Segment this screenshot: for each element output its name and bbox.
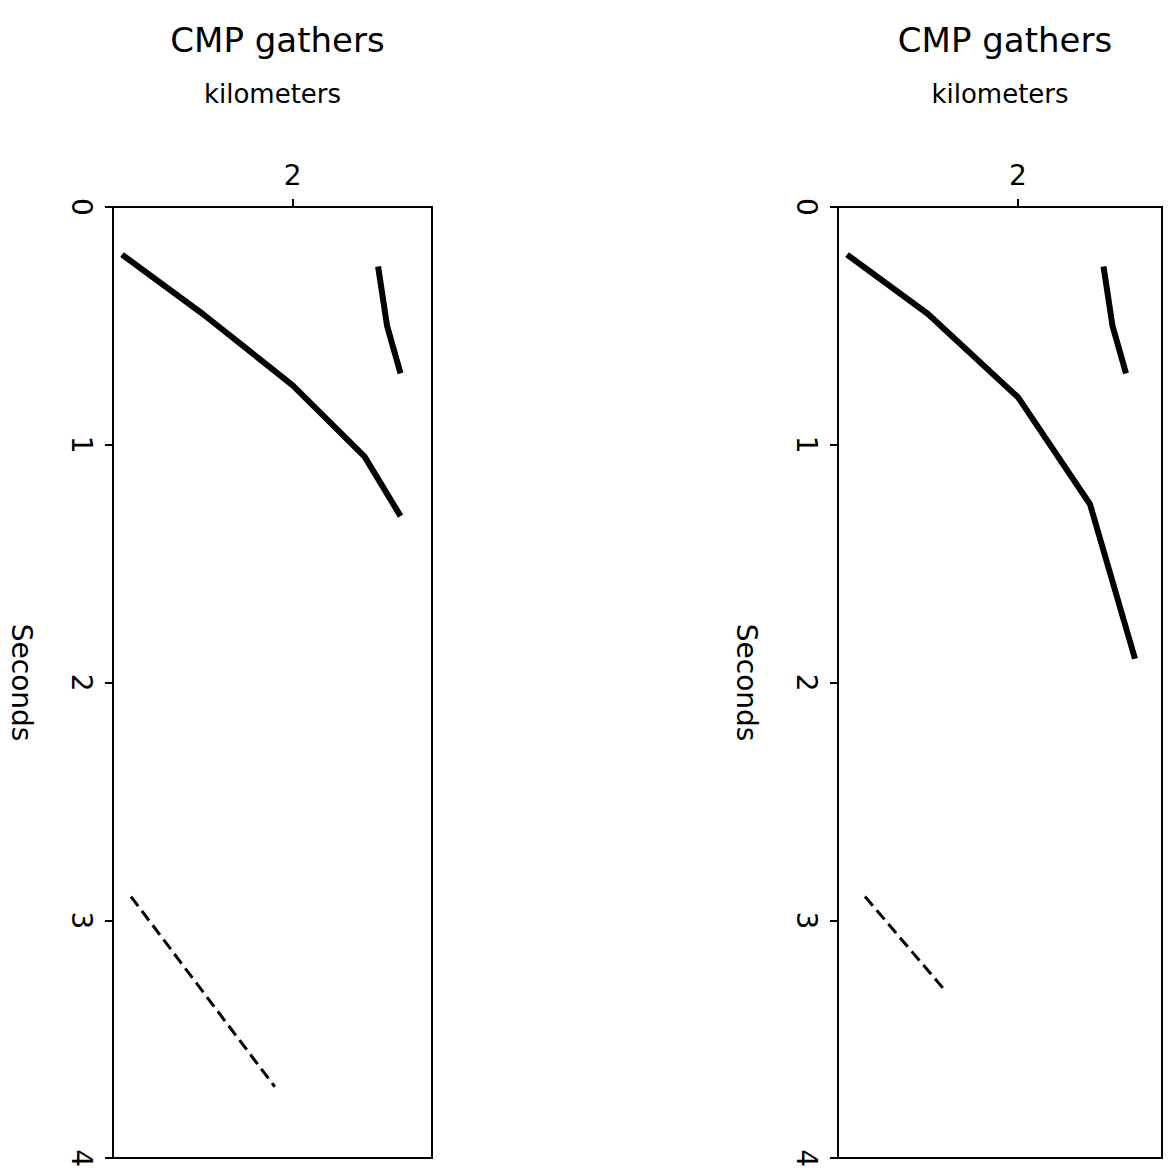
svg-text:2: 2 <box>284 159 302 192</box>
svg-text:CMP gathers: CMP gathers <box>898 20 1112 60</box>
svg-text:1: 1 <box>790 436 823 454</box>
svg-text:2: 2 <box>790 674 823 692</box>
svg-text:4: 4 <box>790 1149 823 1167</box>
svg-text:3: 3 <box>65 911 98 929</box>
svg-text:1: 1 <box>65 436 98 454</box>
svg-text:3: 3 <box>790 911 823 929</box>
svg-text:2: 2 <box>65 674 98 692</box>
svg-text:Seconds: Seconds <box>730 624 763 742</box>
svg-text:Seconds: Seconds <box>5 624 38 742</box>
svg-text:0: 0 <box>790 198 823 216</box>
svg-text:0: 0 <box>65 198 98 216</box>
svg-text:kilometers: kilometers <box>931 79 1068 109</box>
svg-text:kilometers: kilometers <box>204 79 341 109</box>
svg-text:4: 4 <box>65 1149 98 1167</box>
svg-text:2: 2 <box>1009 159 1027 192</box>
svg-text:CMP gathers: CMP gathers <box>170 20 384 60</box>
